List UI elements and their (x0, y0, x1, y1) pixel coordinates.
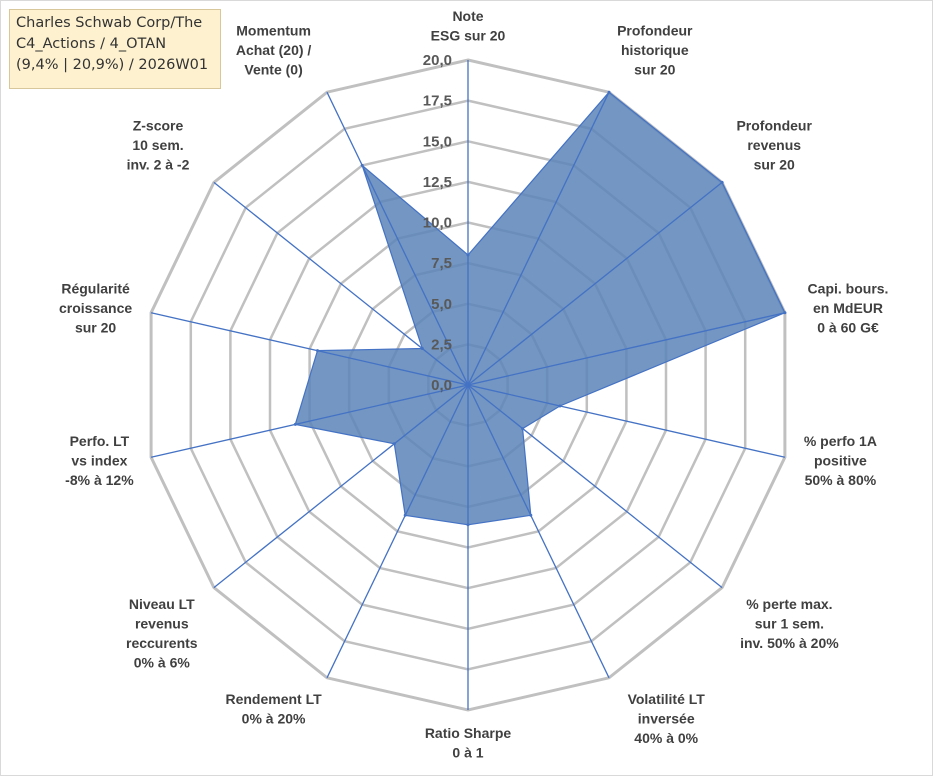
axis-label-group: Perfo. LT vs index -8% à 12% (65, 433, 134, 488)
axis-label-line: Perfo. LT (70, 433, 130, 449)
axis-label-line: Capi. bours. (808, 280, 889, 296)
axis-label-line: ESG sur 20 (431, 28, 506, 44)
axis-label-group: Niveau LT revenus reccurents 0% à 6% (126, 596, 198, 671)
axis-label-line: sur 20 (634, 62, 675, 78)
tick-label: 12,5 (423, 174, 452, 191)
axis-label-line: reccurents (126, 635, 198, 651)
axis-label-line: 10 sem. (132, 137, 183, 153)
axis-label-line: 50% à 80% (805, 472, 877, 488)
axis-label-line: Niveau LT (129, 596, 195, 612)
title-line-1: Charles Schwab Corp/The (16, 15, 203, 31)
axis-label-line: revenus (747, 137, 801, 153)
axis-label-line: inv. 2 à -2 (127, 157, 190, 173)
axis-label-line: Rendement LT (225, 691, 322, 707)
axis-label-group: Profondeur historique sur 20 (617, 23, 693, 78)
axis-label-line: croissance (59, 300, 132, 316)
axis-label-line: 0% à 20% (242, 711, 306, 727)
tick-label: 7,5 (431, 255, 452, 272)
axis-label-line: Vente (0) (244, 62, 302, 78)
axis-label-line: historique (621, 42, 689, 58)
axis-label-line: Ratio Sharpe (425, 725, 512, 741)
axis-spoke (467, 384, 723, 589)
axis-label-line: en MdEUR (813, 300, 883, 316)
axis-spoke (467, 384, 610, 679)
radar-area (293, 90, 787, 527)
axis-label-group: Volatilité LT inversée 40% à 0% (628, 691, 706, 746)
axis-spoke (467, 181, 723, 386)
axis-label-line: sur 20 (75, 319, 116, 335)
axis-label-group: Z-score 10 sem. inv. 2 à -2 (127, 118, 190, 173)
axis-spoke (213, 181, 469, 386)
axis-label-line: Z-score (133, 118, 184, 134)
axis-label-line: revenus (135, 615, 189, 631)
axis-label-group: Capi. bours. en MdEUR 0 à 60 G€ (808, 280, 889, 335)
axis-label-line: sur 20 (754, 157, 795, 173)
title-line-3: (9,4% | 20,9%) / 2026W01 (16, 57, 209, 73)
tick-label: 0,0 (431, 377, 452, 394)
axis-label-line: Note (452, 8, 483, 24)
axis-label-group: Régularité croissance sur 20 (59, 280, 132, 335)
axis-label-group: % perfo 1A positive 50% à 80% (804, 433, 877, 488)
axis-label-line: sur 1 sem. (755, 615, 824, 631)
axis-label-group: Momentum Achat (20) / Vente (0) (236, 23, 312, 78)
title-line-2: C4_Actions / 4_OTAN (16, 36, 167, 52)
axis-spoke (326, 384, 469, 679)
axis-label-group: % perte max. sur 1 sem. inv. 50% à 20% (740, 596, 839, 651)
tick-label: 10,0 (423, 215, 452, 232)
axis-spoke (213, 384, 469, 589)
axis-label-line: inv. 50% à 20% (740, 635, 839, 651)
axis-label-group: Profondeur revenus sur 20 (736, 118, 812, 173)
tick-label: 17,5 (423, 93, 452, 110)
axis-label-line: 0 à 60 G€ (817, 319, 879, 335)
axis-label-line: vs index (71, 453, 127, 469)
tick-label: 15,0 (423, 133, 452, 150)
axis-label-line: Régularité (61, 280, 130, 296)
axis-label-line: 0 à 1 (452, 745, 483, 761)
axis-label-line: Achat (20) / (236, 42, 312, 58)
axis-label-line: 40% à 0% (634, 730, 698, 746)
axis-label-line: -8% à 12% (65, 472, 134, 488)
chart-title-box: Charles Schwab Corp/The C4_Actions / 4_O… (9, 9, 221, 89)
axis-spoke (326, 91, 469, 386)
tick-label: 20,0 (423, 52, 452, 69)
radial-tick-labels: 0,0 2,5 5,0 7,5 10,0 12,5 15,0 17,5 20,0 (423, 52, 452, 394)
axis-spoke (467, 384, 786, 458)
radar-spokes (150, 60, 786, 710)
axis-label-line: Volatilité LT (628, 691, 706, 707)
axis-spoke (150, 312, 469, 386)
axis-spoke (467, 91, 610, 386)
axis-spoke (467, 312, 786, 386)
axis-spoke (150, 384, 469, 458)
axis-label-line: positive (814, 453, 867, 469)
axis-label-line: % perte max. (746, 596, 832, 612)
axis-label-group: Rendement LT 0% à 20% (225, 691, 322, 727)
axis-label-line: Profondeur (736, 118, 812, 134)
axis-label-line: Profondeur (617, 23, 693, 39)
axis-label-line: % perfo 1A (804, 433, 877, 449)
axis-label-line: Momentum (236, 23, 311, 39)
tick-label: 2,5 (431, 336, 452, 353)
axis-labels: Note ESG sur 20 Profondeur historique sur 20… (59, 8, 888, 761)
tick-label: 5,0 (431, 296, 452, 313)
axis-label-line: 0% à 6% (134, 654, 191, 670)
axis-label-line: inversée (638, 711, 695, 727)
axis-label-group: Ratio Sharpe 0 à 1 (425, 725, 512, 761)
axis-label-group: Note ESG sur 20 (431, 8, 506, 44)
